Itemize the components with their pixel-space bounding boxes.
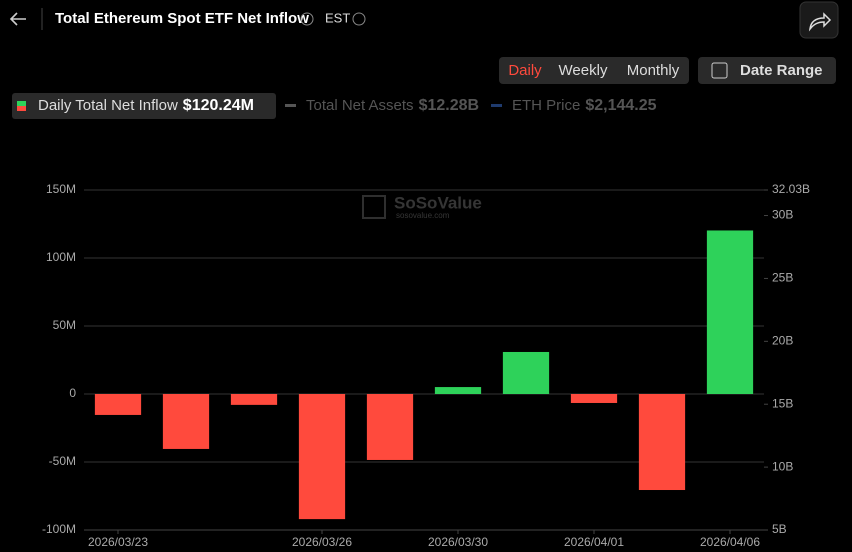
y2-tick-label: 10B — [772, 459, 793, 473]
bar — [94, 394, 142, 415]
legend-value: $120.24M — [183, 97, 254, 114]
x-tick-label: 2026/03/26 — [292, 535, 352, 549]
y2-tick-label: 25B — [772, 271, 793, 285]
calendar-icon — [711, 62, 728, 79]
legend-value: $2,144.25 — [585, 97, 656, 114]
x-tick-label: 2026/04/06 — [700, 535, 760, 549]
legend-name: ETH Price — [512, 97, 580, 114]
watermark-logo — [362, 195, 386, 219]
page-title: Total Ethereum Spot ETF Net Inflow — [55, 10, 309, 27]
y2-tick-label: 15B — [772, 396, 793, 410]
watermark-brand: SoSoValue — [394, 193, 482, 212]
bar — [162, 394, 210, 449]
timezone: EST — [325, 10, 350, 25]
watermark-site: sosovalue.com — [396, 211, 450, 220]
legend-swatch — [17, 101, 26, 106]
bar — [638, 394, 686, 491]
tab-group — [499, 57, 689, 84]
legend-swatch — [285, 104, 296, 107]
tab-monthly[interactable]: Monthly — [627, 62, 680, 79]
date-range-label: Date Range — [740, 62, 823, 79]
y-tick-label: -50M — [49, 454, 76, 468]
watermark: SoSoValue sosovalue.com — [362, 193, 482, 220]
legend-swatch — [491, 104, 502, 107]
legend-name: Daily Total Net Inflow — [38, 97, 178, 114]
bar — [570, 394, 618, 403]
back-button[interactable] — [9, 12, 26, 26]
bar — [434, 387, 482, 394]
x-tick-label: 2026/03/23 — [88, 535, 148, 549]
date-range-button[interactable] — [698, 57, 836, 84]
share-icon — [808, 12, 832, 32]
bar — [502, 351, 550, 394]
y2-tick-label: 32.03B — [772, 182, 810, 196]
tab-daily[interactable]: Daily — [508, 62, 542, 79]
y-tick-label: 50M — [53, 318, 76, 332]
legend-name: Total Net Assets — [306, 97, 414, 114]
tab-weekly[interactable]: Weekly — [559, 62, 608, 79]
bar — [366, 394, 414, 460]
bar — [298, 394, 346, 520]
y-tick-label: 100M — [46, 250, 76, 264]
bar — [706, 230, 754, 394]
y-tick-label: 0 — [69, 386, 76, 400]
legend-box — [12, 93, 276, 119]
y-tick-label: -100M — [42, 522, 76, 536]
y2-tick-label: 5B — [772, 522, 787, 536]
info-icon[interactable] — [300, 12, 314, 26]
y-tick-label: 150M — [46, 182, 76, 196]
y2-tick-label: 20B — [772, 333, 793, 347]
x-tick-label: 2026/04/01 — [564, 535, 624, 549]
info-icon[interactable] — [352, 12, 366, 26]
legend-swatch — [17, 106, 26, 111]
y2-tick-label: 30B — [772, 208, 793, 222]
x-tick-label: 2026/03/30 — [428, 535, 488, 549]
share-button[interactable] — [799, 1, 839, 39]
legend-value: $12.28B — [419, 97, 480, 114]
bar — [230, 394, 278, 405]
